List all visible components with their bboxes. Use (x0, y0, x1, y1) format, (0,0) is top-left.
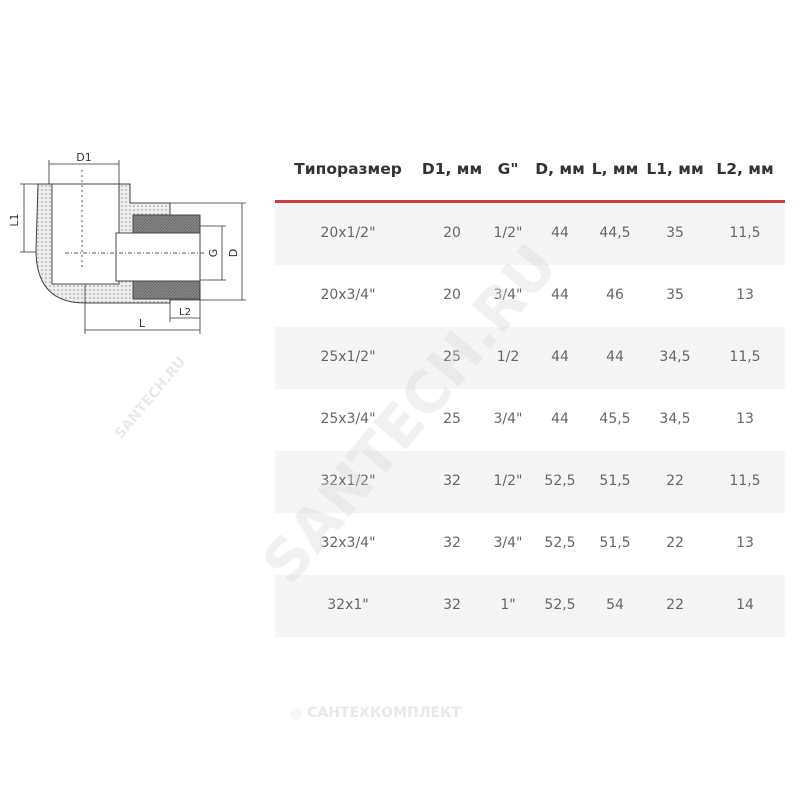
table-cell: 14 (736, 597, 754, 613)
table-cell: 11,5 (729, 473, 761, 489)
table-cell: 3/4" (493, 411, 523, 427)
spec-table: Типоразмер D1, мм G" D, мм L, мм L1, мм … (275, 150, 785, 637)
table-cell: 25x3/4" (320, 411, 376, 427)
table-cell: 11,5 (729, 349, 761, 365)
table-cell: 20x1/2" (320, 225, 376, 241)
table-cell: 1/2" (493, 225, 523, 241)
table-cell: 52,5 (544, 597, 576, 613)
table-row: 25x1/2" 25 1/2 44 44 34,5 11,5 (275, 327, 785, 389)
header-l: L, мм (591, 160, 639, 178)
table-header: Типоразмер D1, мм G" D, мм L, мм L1, мм … (275, 150, 785, 203)
table-cell: 20 (443, 287, 461, 303)
header-size: Типоразмер (294, 160, 402, 178)
watermark-bottom: ◎ САНТЕХКОМПЛЕКТ (290, 705, 462, 721)
label-l2: L2 (179, 307, 191, 318)
table-cell: 22 (666, 473, 684, 489)
table-cell: 46 (606, 287, 624, 303)
table-row: 20x1/2" 20 1/2" 44 44,5 35 11,5 (275, 203, 785, 265)
fitting-diagram: D1 L1 G D L L2 (8, 151, 246, 334)
table-cell: 1/2" (493, 473, 523, 489)
table-row: 20x3/4" 20 3/4" 44 46 35 13 (275, 265, 785, 327)
table-cell: 44 (606, 349, 624, 365)
table-cell: 11,5 (729, 225, 761, 241)
table-cell: 52,5 (544, 535, 576, 551)
table-cell: 32 (443, 535, 461, 551)
table-cell: 44 (551, 349, 569, 365)
table-cell: 44 (551, 411, 569, 427)
table-cell: 51,5 (599, 473, 631, 489)
table-cell: 25x1/2" (320, 349, 376, 365)
label-l1: L1 (8, 213, 21, 226)
table-cell: 35 (666, 225, 684, 241)
header-l2: L2, мм (716, 160, 774, 178)
table-cell: 34,5 (659, 411, 691, 427)
table-cell: 32x1/2" (320, 473, 376, 489)
table-cell: 32x3/4" (320, 535, 376, 551)
table-cell: 1/2 (496, 349, 520, 365)
watermark-bottom-text: САНТЕХКОМПЛЕКТ (307, 705, 462, 721)
table-cell: 51,5 (599, 535, 631, 551)
header-g: G" (497, 160, 519, 178)
label-l: L (139, 317, 146, 330)
table-cell: 34,5 (659, 349, 691, 365)
table-cell: 20x3/4" (320, 287, 376, 303)
table-cell: 3/4" (493, 287, 523, 303)
table-row: 32x3/4" 32 3/4" 52,5 51,5 22 13 (275, 513, 785, 575)
table-cell: 25 (443, 349, 461, 365)
header-l1: L1, мм (646, 160, 704, 178)
table-cell: 22 (666, 597, 684, 613)
header-d: D, мм (535, 160, 585, 178)
table-cell: 20 (443, 225, 461, 241)
label-d: D (227, 249, 240, 257)
table-row: 32x1" 32 1" 52,5 54 22 14 (275, 575, 785, 637)
table-cell: 44 (551, 225, 569, 241)
table-cell: 3/4" (493, 535, 523, 551)
header-d1: D1, мм (421, 160, 483, 178)
table-cell: 13 (736, 411, 754, 427)
label-g: G (207, 249, 220, 258)
watermark-small: SANTECH.RU (111, 354, 190, 442)
table-cell: 44,5 (599, 225, 631, 241)
table-cell: 54 (606, 597, 624, 613)
table-cell: 25 (443, 411, 461, 427)
table-row: 25x3/4" 25 3/4" 44 45,5 34,5 13 (275, 389, 785, 451)
table-cell: 13 (736, 535, 754, 551)
table-cell: 32x1" (327, 597, 369, 613)
table-row: 32x1/2" 32 1/2" 52,5 51,5 22 11,5 (275, 451, 785, 513)
table-cell: 45,5 (599, 411, 631, 427)
label-d1: D1 (76, 151, 91, 164)
table-cell: 13 (736, 287, 754, 303)
table-cell: 44 (551, 287, 569, 303)
table-cell: 52,5 (544, 473, 576, 489)
table-cell: 32 (443, 473, 461, 489)
table-cell: 35 (666, 287, 684, 303)
table-cell: 1" (500, 597, 516, 613)
table-cell: 22 (666, 535, 684, 551)
table-cell: 32 (443, 597, 461, 613)
